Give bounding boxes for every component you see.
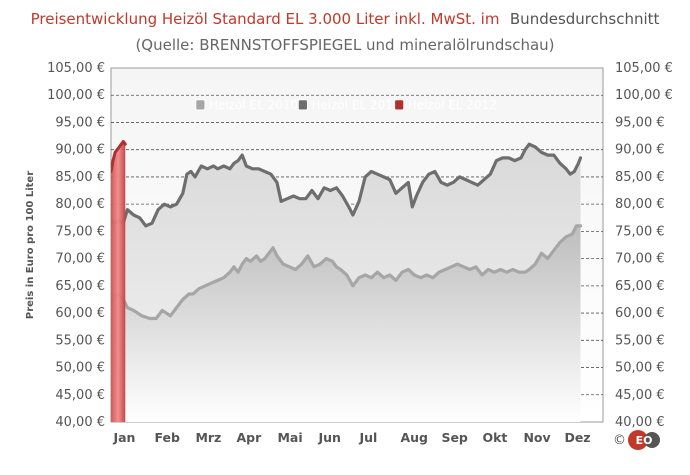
y-tick-label-right: 105,00 € [615,61,673,76]
x-tick-label: Sep [441,430,467,445]
y-tick-label-right: 90,00 € [615,143,665,158]
y-tick-label-right: 85,00 € [615,170,665,185]
series-line [111,224,583,321]
y-tick-label-left: 75,00 € [55,224,105,239]
logo: © EO [613,430,660,450]
chart-subtitle: (Quelle: BRENNSTOFFSPIEGEL und mineralöl… [135,36,554,54]
y-tick-label-left: 95,00 € [55,115,105,130]
legend-swatch [195,99,206,111]
series-line [111,140,127,173]
y-tick-label-left: 45,00 € [55,388,105,403]
series-line [111,142,583,228]
y-tick-label-left: 105,00 € [47,61,105,76]
chart-title: Preisentwicklung Heizöl Standard EL 3.00… [31,10,660,28]
y-tick-label-right: 50,00 € [615,361,665,376]
y-tick-label-right: 40,00 € [615,415,665,430]
x-tick-label: Dez [564,430,590,445]
chart-title-highlight: Preisentwicklung Heizöl Standard EL 3.00… [31,10,500,28]
logo-text: EO [636,434,653,447]
y-tick-label-right: 70,00 € [615,252,665,267]
y-tick-label-left: 90,00 € [55,143,105,158]
legend-label: Heizöl EL 2010 [209,98,298,112]
y-tick-label-left: 85,00 € [55,170,105,185]
chart-title-rest: Bundesdurchschnitt [510,10,660,28]
y-tick-label-right: 45,00 € [615,388,665,403]
legend-swatch [394,99,405,111]
x-tick-label: Apr [236,430,262,445]
y-axis-left: 40,00 € 45,00 € 50,00 € 55,00 € 60,00 € 65,00… [47,61,105,430]
x-axis: Jan Feb Mrz Apr Mai Jun Jul Aug Sep Okt Nov Dez [112,430,590,445]
y-tick-label-right: 55,00 € [615,333,665,348]
copyright-mark: © [613,433,626,448]
y-tick-label-left: 100,00 € [47,88,105,103]
legend-label: Heizöl EL 2012 [408,98,497,112]
x-tick-label: Jan [112,430,135,445]
x-tick-label: Okt [482,430,507,445]
x-tick-label: Jun [317,430,340,445]
x-tick-label: Mai [277,430,302,445]
y-tick-label-left: 40,00 € [55,415,105,430]
y-tick-label-left: 70,00 € [55,252,105,267]
logo-circle-icon [628,430,648,450]
y-tick-label-right: 100,00 € [615,88,673,103]
x-tick-label: Mrz [195,430,221,445]
y-tick-label-right: 75,00 € [615,224,665,239]
y-tick-label-right: 80,00 € [615,197,665,212]
y-tick-label-left: 65,00 € [55,279,105,294]
x-tick-label: Feb [154,430,180,445]
logo-circle-dark-icon [644,432,660,448]
series-area [111,141,126,422]
legend-swatch [297,99,308,111]
y-tick-label-left: 50,00 € [55,361,105,376]
x-tick-label: Jul [358,430,377,445]
x-tick-label: Nov [523,430,550,445]
y-tick-label-left: 55,00 € [55,333,105,348]
y-tick-label-left: 60,00 € [55,306,105,321]
y-axis-title: Preis in Euro pro 100 Liter [25,171,36,319]
y-tick-label-right: 65,00 € [615,279,665,294]
y-axis-right: 40,00 € 45,00 € 50,00 € 55,00 € 60,00 € 65,00… [615,61,673,430]
y-tick-label-right: 95,00 € [615,115,665,130]
y-tick-label-right: 60,00 € [615,306,665,321]
y-tick-label-left: 80,00 € [55,197,105,212]
series-layer [111,140,583,422]
legend: Heizöl EL 2010 Heizöl EL 2011 Heizöl EL 20… [195,98,497,112]
legend-label: Heizöl EL 2011 [311,98,400,112]
x-tick-label: Aug [400,430,428,445]
